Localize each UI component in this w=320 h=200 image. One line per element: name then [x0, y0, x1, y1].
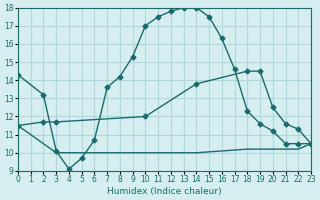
X-axis label: Humidex (Indice chaleur): Humidex (Indice chaleur)	[107, 187, 222, 196]
